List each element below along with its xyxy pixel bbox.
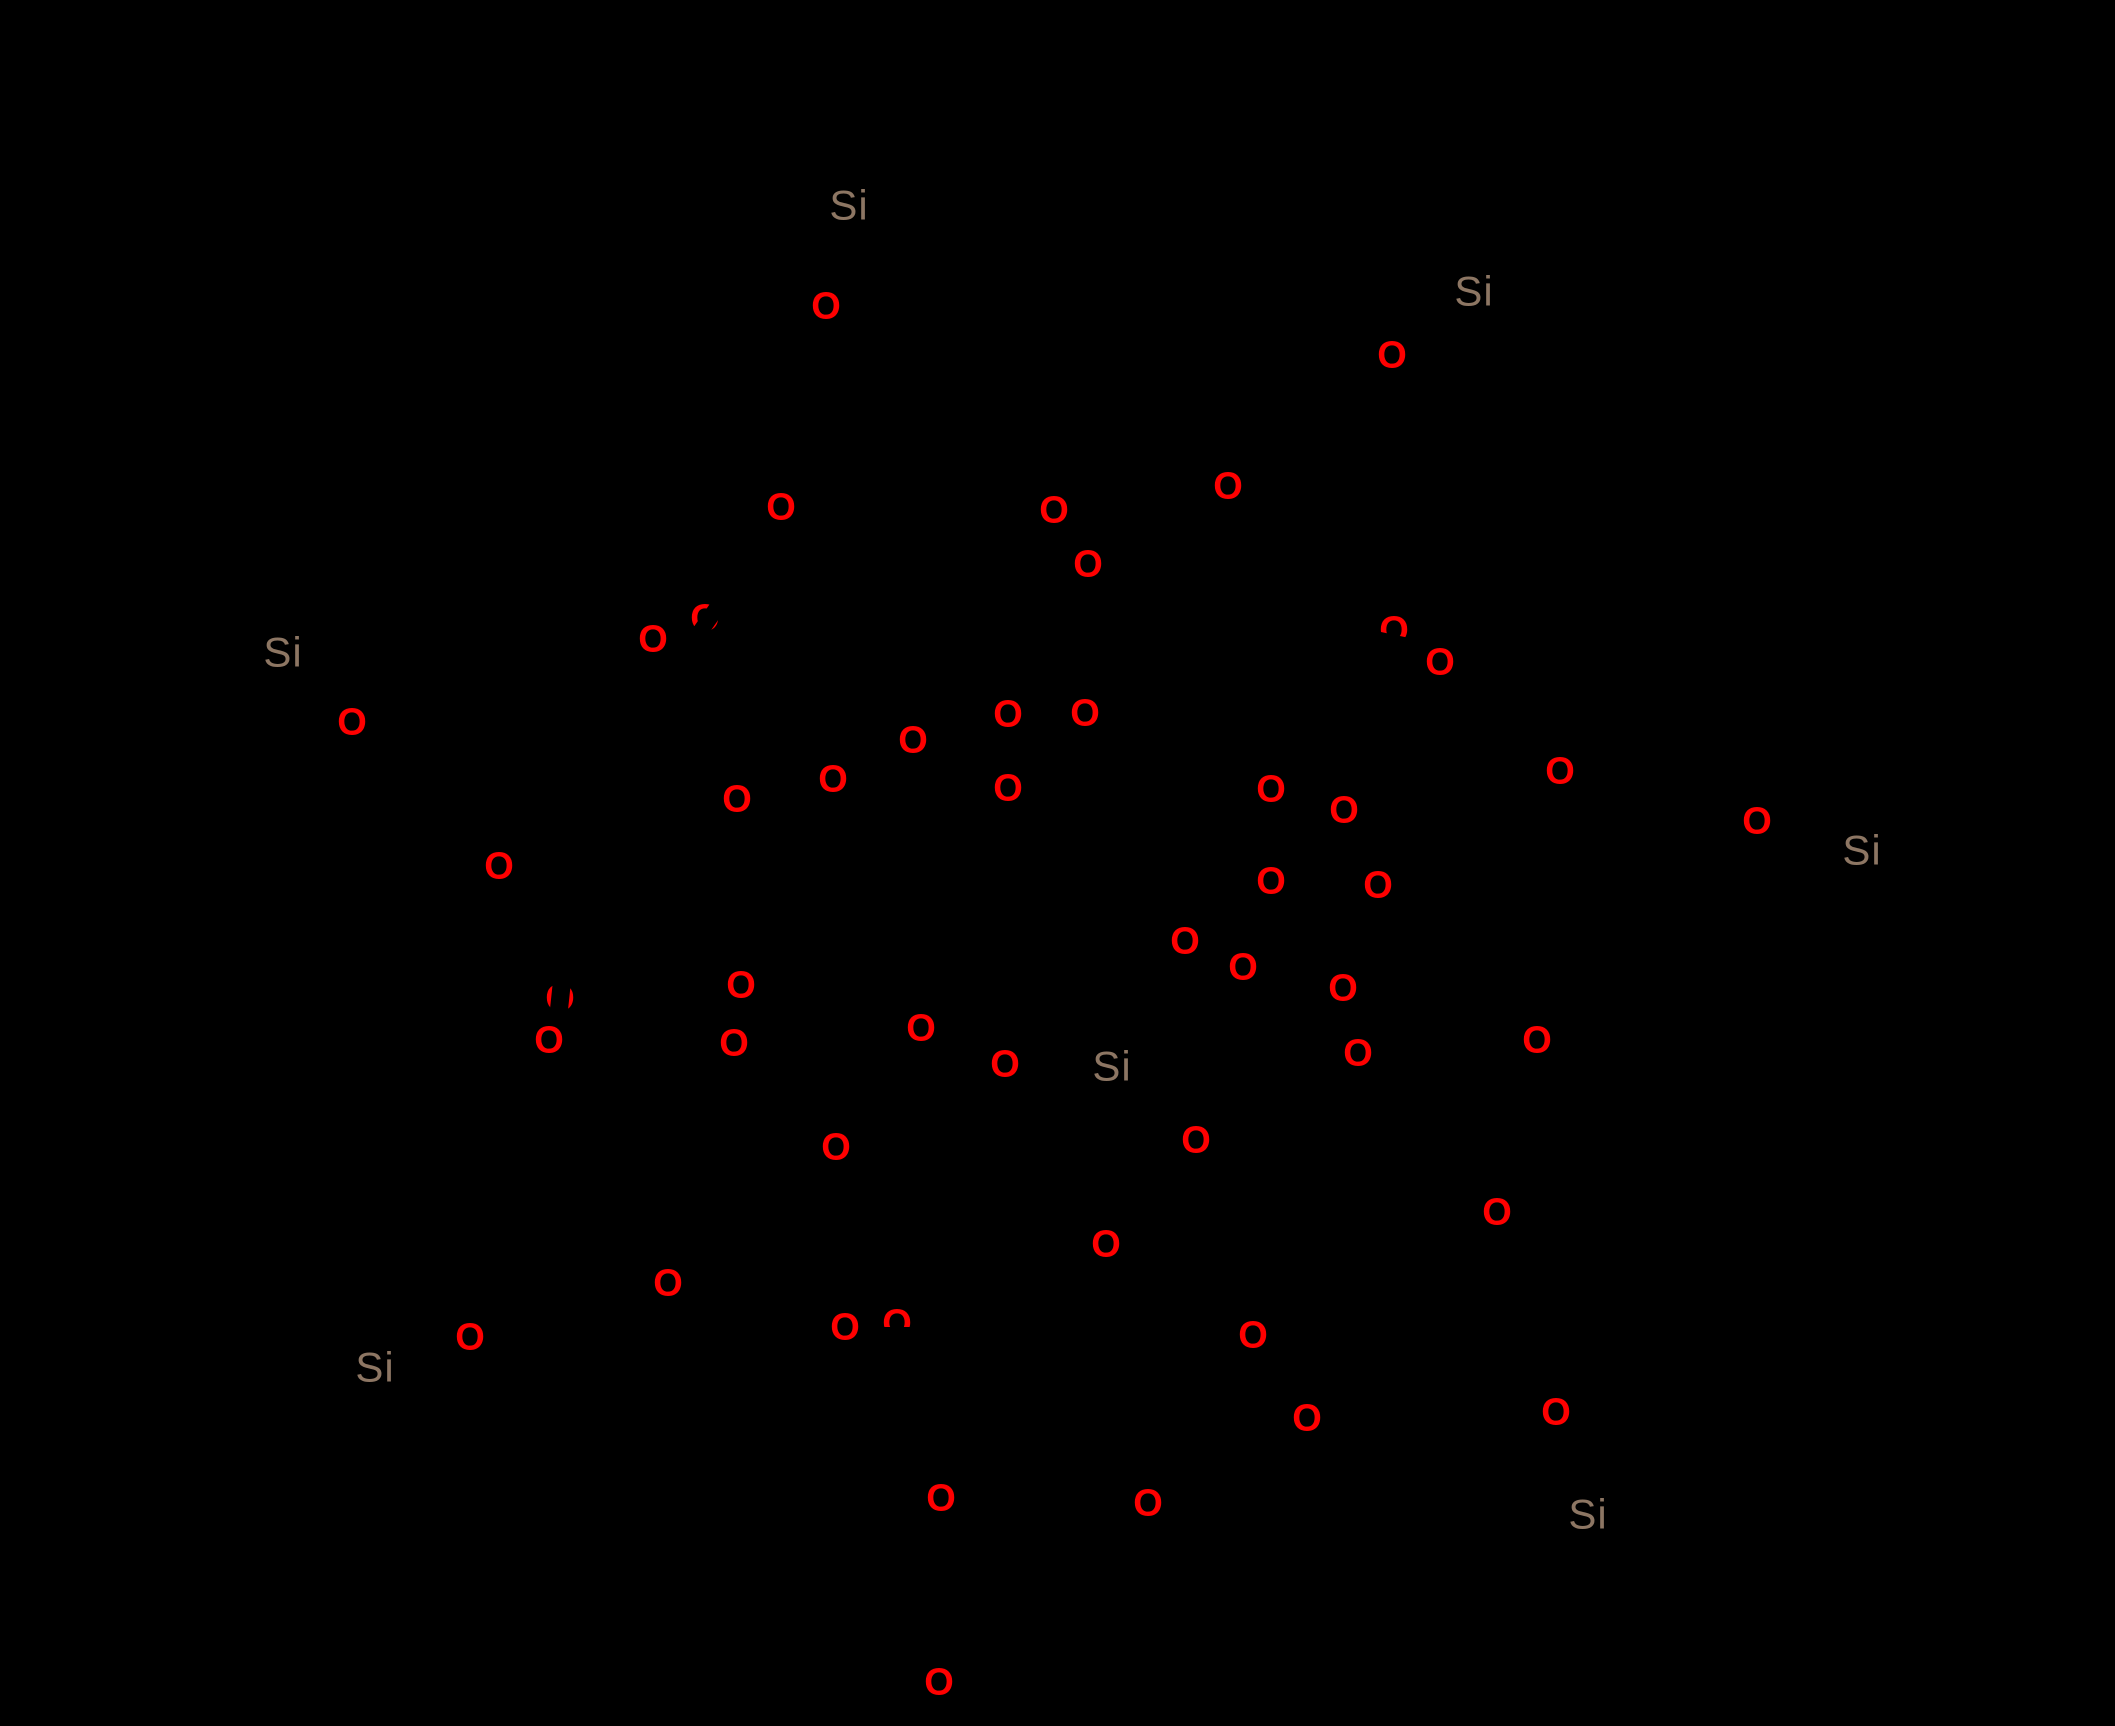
oxygen-atom-label: O: [990, 1043, 1020, 1086]
oxygen-atom-label: O: [1742, 800, 1772, 843]
oxygen-atom-label: O: [1238, 1314, 1268, 1357]
oxygen-atom-label: O: [1070, 692, 1100, 735]
oxygen-atom-label: O: [1091, 1223, 1121, 1266]
oxygen-atom-label: O: [1545, 750, 1575, 793]
silicon-atom-label: Si: [355, 1343, 395, 1391]
oxygen-atom-label: O: [719, 1022, 749, 1065]
oxygen-atom-label: O: [1073, 543, 1103, 586]
oxygen-atom-label: O: [811, 285, 841, 328]
oxygen-atom-label: O: [638, 618, 668, 661]
oxygen-atom-label: O: [1228, 946, 1258, 989]
oxygen-atom-label: O: [1256, 768, 1286, 811]
oxygen-atom-label: O: [906, 1007, 936, 1050]
bond-occlusion-overlay: [1365, 629, 1423, 663]
oxygen-atom-label: O: [534, 1019, 564, 1062]
oxygen-atom-label: O: [1256, 860, 1286, 903]
oxygen-atom-label: O: [1541, 1391, 1571, 1434]
oxygen-atom-label: O: [1039, 489, 1069, 532]
silicon-atom-label: Si: [263, 628, 303, 676]
silicon-atom-label: Si: [1454, 267, 1494, 315]
silicon-atom-label: Si: [1092, 1042, 1132, 1090]
oxygen-atom-label: O: [993, 767, 1023, 810]
oxygen-atom-label: O: [1133, 1482, 1163, 1525]
oxygen-atom-label: O: [1213, 465, 1243, 508]
oxygen-atom-label: O: [1343, 1032, 1373, 1075]
oxygen-atom-label: O: [722, 778, 752, 821]
silicon-atom-label: Si: [829, 181, 869, 229]
oxygen-atom-label: O: [337, 701, 367, 744]
oxygen-atom-label: O: [1522, 1019, 1552, 1062]
bond-occlusion-overlay: [874, 1327, 920, 1339]
oxygen-atom-label: O: [766, 486, 796, 529]
oxygen-atom-label: O: [1377, 334, 1407, 377]
silicon-atom-label: Si: [1842, 826, 1882, 874]
oxygen-atom-label: O: [993, 693, 1023, 736]
oxygen-atom-label: O: [726, 964, 756, 1007]
oxygen-atom-label: O: [830, 1306, 860, 1349]
oxygen-atom-label: O: [1170, 920, 1200, 963]
oxygen-atom-label: O: [1363, 864, 1393, 907]
oxygen-atom-label: O: [455, 1316, 485, 1359]
oxygen-atom-label: O: [924, 1661, 954, 1704]
oxygen-atom-label: O: [1181, 1119, 1211, 1162]
oxygen-atom-label: O: [1292, 1397, 1322, 1440]
oxygen-atom-label: O: [926, 1477, 956, 1520]
oxygen-atom-label: O: [821, 1126, 851, 1169]
oxygen-atom-label: O: [898, 719, 928, 762]
oxygen-atom-label: O: [1482, 1191, 1512, 1234]
oxygen-atom-label: O: [1328, 967, 1358, 1010]
oxygen-atom-label: O: [653, 1262, 683, 1305]
oxygen-atom-label: O: [484, 845, 514, 888]
oxygen-atom-label: O: [818, 758, 848, 801]
silicon-atom-label: Si: [1568, 1490, 1608, 1538]
oxygen-atom-label: O: [1329, 789, 1359, 832]
oxygen-atom-label: O: [1425, 641, 1455, 684]
